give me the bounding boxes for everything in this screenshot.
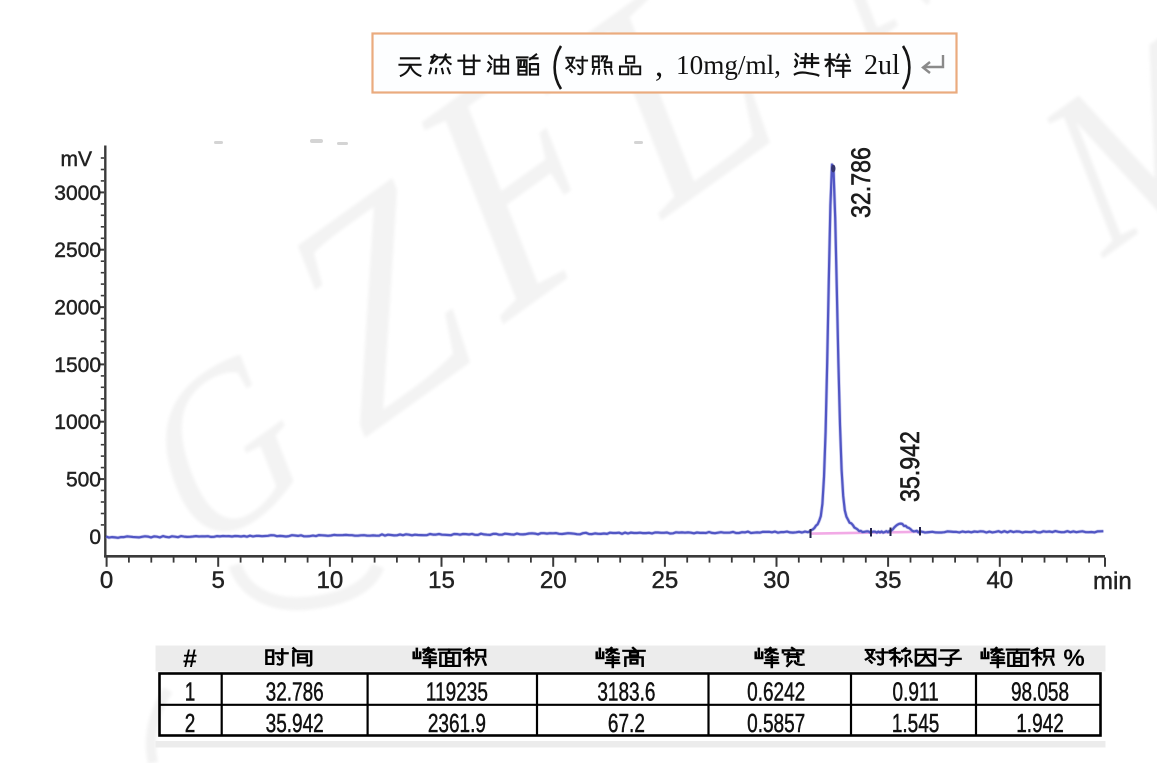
svg-text:32.786: 32.786 — [846, 147, 876, 218]
svg-text:0.6242: 0.6242 — [747, 678, 805, 706]
svg-text:0: 0 — [100, 567, 113, 594]
svg-text:25: 25 — [652, 567, 679, 594]
svg-text:35.942: 35.942 — [266, 709, 324, 737]
svg-text:1.545: 1.545 — [892, 709, 940, 737]
svg-text:3000: 3000 — [54, 182, 101, 205]
svg-text:2500: 2500 — [54, 239, 101, 262]
svg-text:1.942: 1.942 — [1016, 709, 1064, 737]
svg-text:5: 5 — [212, 567, 225, 594]
svg-text:10: 10 — [317, 567, 344, 594]
svg-text:1000: 1000 — [54, 411, 101, 434]
svg-text:15: 15 — [428, 567, 455, 594]
svg-text:35.942: 35.942 — [895, 431, 925, 502]
svg-text:1: 1 — [185, 678, 196, 706]
svg-text:,: , — [655, 48, 663, 84]
svg-text:min: min — [1093, 568, 1132, 595]
svg-text:67.2: 67.2 — [608, 709, 645, 737]
svg-text:35: 35 — [875, 567, 902, 594]
svg-text:98.058: 98.058 — [1011, 678, 1069, 706]
svg-text:0: 0 — [89, 526, 101, 549]
svg-text:mV: mV — [61, 148, 93, 171]
svg-text:#: # — [183, 645, 197, 673]
svg-text:0.911: 0.911 — [893, 678, 939, 706]
svg-text:2000: 2000 — [54, 297, 101, 320]
svg-text:2ul: 2ul — [864, 50, 900, 81]
svg-text:500: 500 — [66, 469, 101, 492]
svg-text:2361.9: 2361.9 — [428, 709, 486, 737]
svg-text:0.5857: 0.5857 — [747, 709, 805, 737]
svg-text:2: 2 — [185, 709, 196, 737]
svg-text:20: 20 — [540, 567, 567, 594]
svg-text:40: 40 — [986, 567, 1013, 594]
svg-text:32.786: 32.786 — [266, 678, 324, 706]
svg-text:119235: 119235 — [426, 678, 488, 706]
svg-text:10mg/ml,: 10mg/ml, — [676, 50, 781, 80]
svg-text:1500: 1500 — [54, 354, 101, 377]
svg-text:30: 30 — [763, 567, 790, 594]
svg-text:3183.6: 3183.6 — [597, 678, 655, 706]
svg-text:%: % — [1063, 645, 1084, 672]
